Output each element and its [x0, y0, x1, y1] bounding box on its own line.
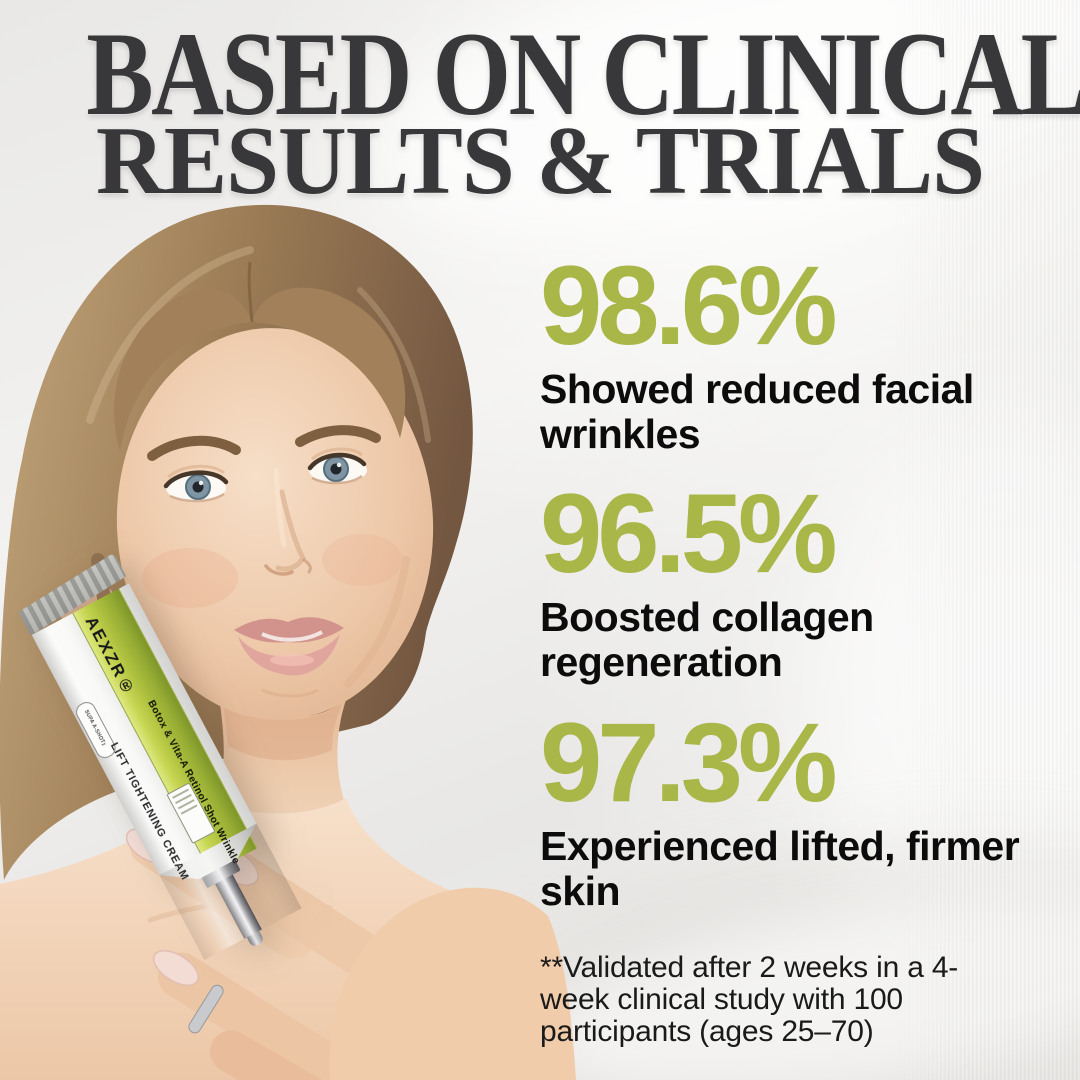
- hair-highlight: [86, 246, 254, 424]
- eye-left: [163, 464, 229, 503]
- hair-highlight: [357, 287, 431, 443]
- pinky-finger: [209, 1030, 389, 1080]
- footnote-line: participants (ages 25–70): [540, 1015, 874, 1049]
- jaw-shading: [344, 556, 410, 688]
- tube-nozzle: [215, 874, 262, 939]
- hair-fringe: [114, 288, 252, 452]
- stat-value: 98.6%: [540, 243, 838, 368]
- stat-label: Experienced lifted, firmer skin: [540, 823, 1020, 915]
- stat-block-1: 98.6% Showed reduced facial wrinkles: [540, 250, 974, 457]
- headline: BASED ON CLINICAL RESULTS & TRIALS: [0, 14, 1080, 215]
- stat-label-line: regeneration: [540, 639, 783, 686]
- eyebrow-left: [147, 435, 241, 461]
- footnote-line: week clinical study with 100: [540, 983, 903, 1017]
- stat-label-line: wrinkles: [540, 411, 701, 458]
- footnote-line: **Validated after 2 weeks in a 4-: [540, 951, 959, 984]
- stat-label-line: Showed reduced facial: [540, 366, 974, 412]
- hair-part-line: [247, 261, 254, 323]
- cheek-blush: [322, 534, 402, 586]
- eye-right: [307, 447, 367, 485]
- footnote: **Validated after 2 weeks in a 4- week c…: [540, 951, 959, 1049]
- stat-value: 97.3%: [540, 700, 838, 825]
- cheek-blush: [142, 548, 238, 608]
- ring: [188, 984, 224, 1034]
- stat-block-2: 96.5% Boosted collagen regeneration: [540, 478, 874, 685]
- stat-label: Showed reduced facial wrinkles: [540, 366, 974, 458]
- stat-label-line: skin: [540, 868, 621, 915]
- eyebrow-right: [295, 425, 381, 447]
- stat-label-line: Experienced lifted, firmer: [540, 823, 1020, 869]
- stat-block-3: 97.3% Experienced lifted, firmer skin: [540, 700, 1020, 915]
- stat-label-line: Boosted collagen: [540, 594, 874, 640]
- headline-line-2: RESULTS & TRIALS: [96, 107, 985, 215]
- hair-fringe: [252, 287, 406, 438]
- stat-value: 96.5%: [540, 471, 838, 596]
- nose: [264, 467, 312, 576]
- fabric-texture: [890, 0, 1080, 1080]
- stat-label: Boosted collagen regeneration: [540, 594, 874, 686]
